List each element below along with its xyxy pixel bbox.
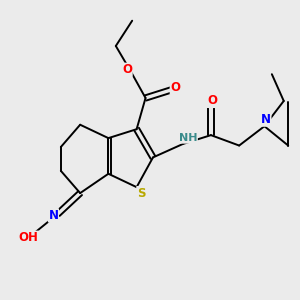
Text: N: N [261,113,271,126]
Text: NH: NH [179,133,197,143]
Text: O: O [170,81,180,94]
Text: OH: OH [19,231,39,244]
Text: O: O [207,94,218,107]
Text: O: O [122,63,132,76]
Text: S: S [137,187,145,200]
Text: N: N [48,209,59,222]
